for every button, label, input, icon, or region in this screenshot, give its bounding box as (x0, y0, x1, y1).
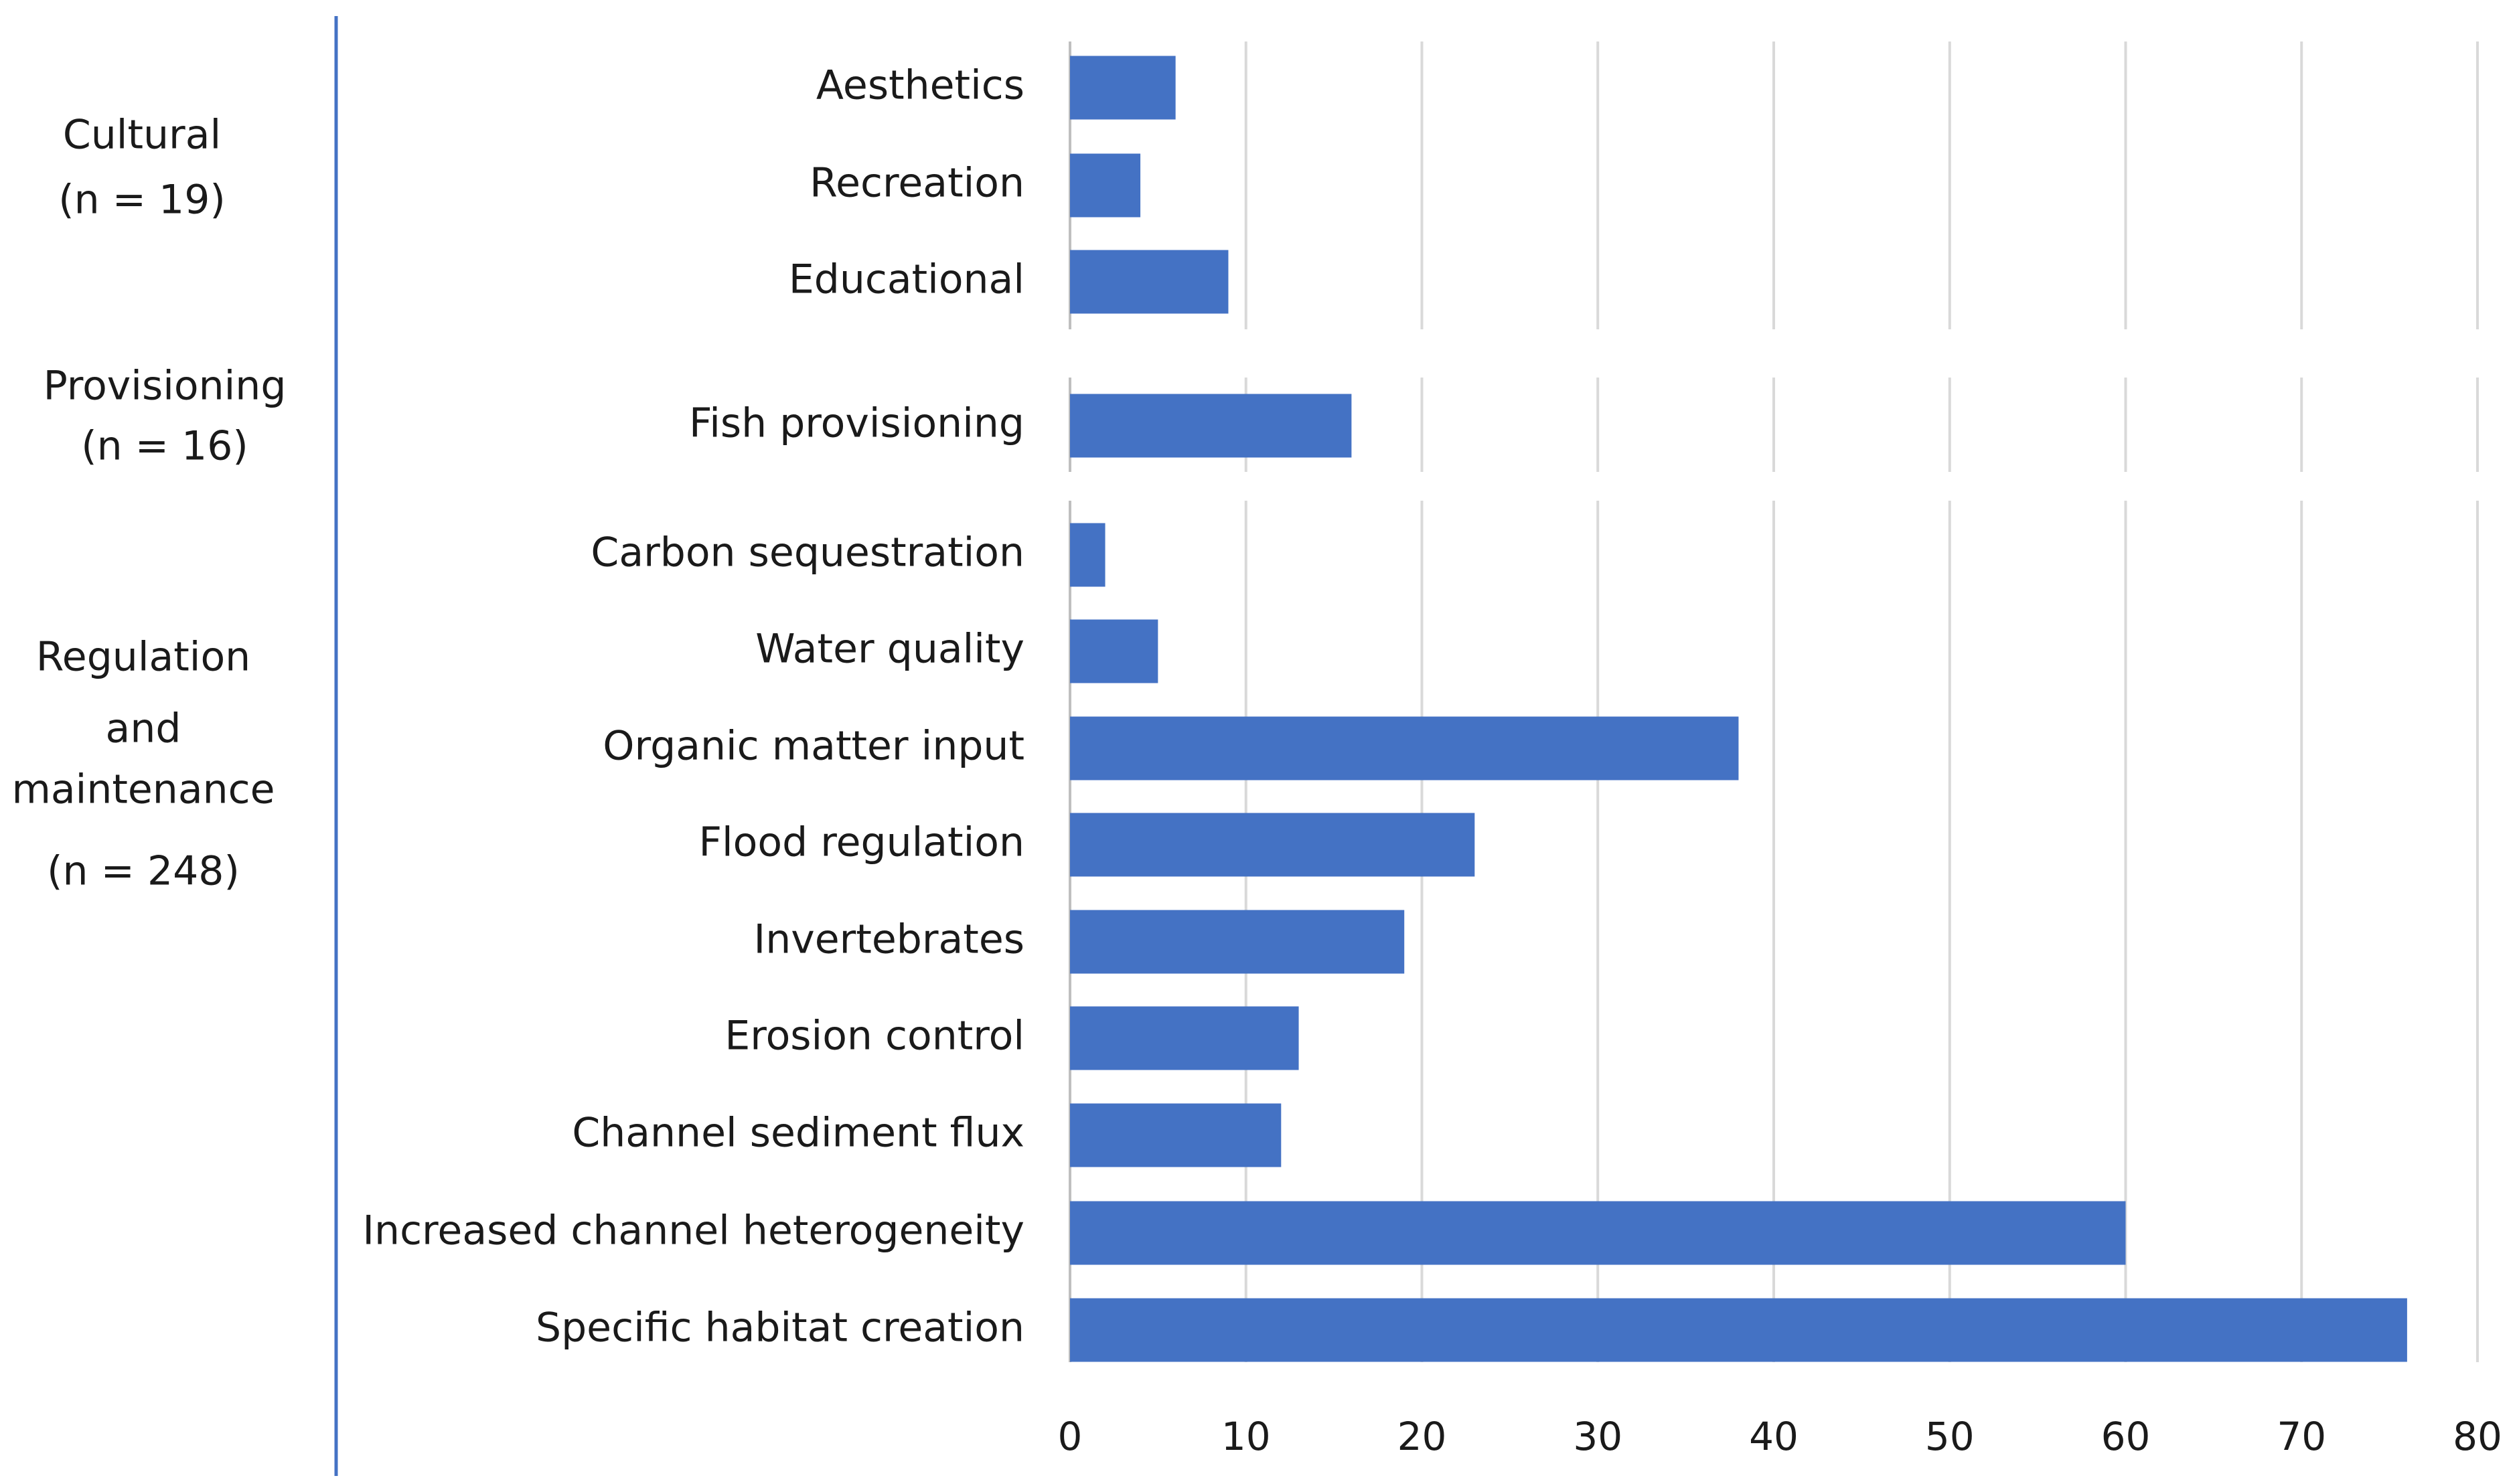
group-label: and (106, 706, 181, 752)
group-labels: Cultural (n = 19) Provisioning (n = 16) Regu… (11, 112, 286, 895)
category-label: Water quality (755, 626, 1024, 673)
x-axis: 0 10 20 30 40 50 60 70 80 (1058, 1414, 2502, 1459)
category-label: Recreation (810, 160, 1024, 207)
category-label: Increased channel heterogeneity (362, 1208, 1024, 1254)
x-tick-label: 80 (2453, 1414, 2502, 1459)
group-label: (n = 19) (58, 177, 226, 224)
x-tick-label: 70 (2277, 1414, 2326, 1459)
bar (1070, 1006, 1299, 1070)
category-label: Invertebrates (754, 916, 1024, 963)
x-tick-label: 20 (1397, 1414, 1447, 1459)
bar (1070, 250, 1229, 314)
group-label: Cultural (63, 112, 221, 159)
bar (1070, 910, 1405, 974)
bars (1070, 56, 2407, 1362)
x-tick-label: 0 (1058, 1414, 1083, 1459)
x-tick-label: 60 (2101, 1414, 2151, 1459)
x-tick-label: 30 (1573, 1414, 1622, 1459)
category-label: Carbon sequestration (591, 529, 1024, 576)
category-label: Specific habitat creation (536, 1305, 1024, 1351)
category-label: Flood regulation (698, 819, 1024, 866)
group-label: (n = 16) (81, 423, 248, 470)
category-label: Erosion control (724, 1013, 1024, 1060)
x-tick-label: 10 (1221, 1414, 1271, 1459)
bar (1070, 1103, 1282, 1167)
category-label: Channel sediment flux (572, 1110, 1024, 1157)
bar (1070, 1201, 2126, 1265)
group-label: Provisioning (44, 363, 287, 410)
x-tick-label: 50 (1925, 1414, 1975, 1459)
category-label: Organic matter input (603, 723, 1024, 770)
bar (1070, 813, 1475, 877)
x-tick-label: 40 (1749, 1414, 1799, 1459)
bar (1070, 394, 1352, 458)
bar (1070, 56, 1176, 120)
bar (1070, 716, 1739, 780)
bar (1070, 619, 1158, 683)
group-label: Regulation (36, 634, 250, 681)
group-label: (n = 248) (47, 848, 240, 895)
bar (1070, 1298, 2407, 1362)
category-label: Aesthetics (816, 62, 1024, 109)
bar (1070, 523, 1105, 587)
category-labels: Aesthetics Recreation Educational Fish prov… (362, 62, 1024, 1351)
group-label: maintenance (11, 766, 275, 813)
category-label: Educational (789, 256, 1024, 303)
category-label: Fish provisioning (689, 400, 1024, 447)
bar (1070, 153, 1141, 218)
